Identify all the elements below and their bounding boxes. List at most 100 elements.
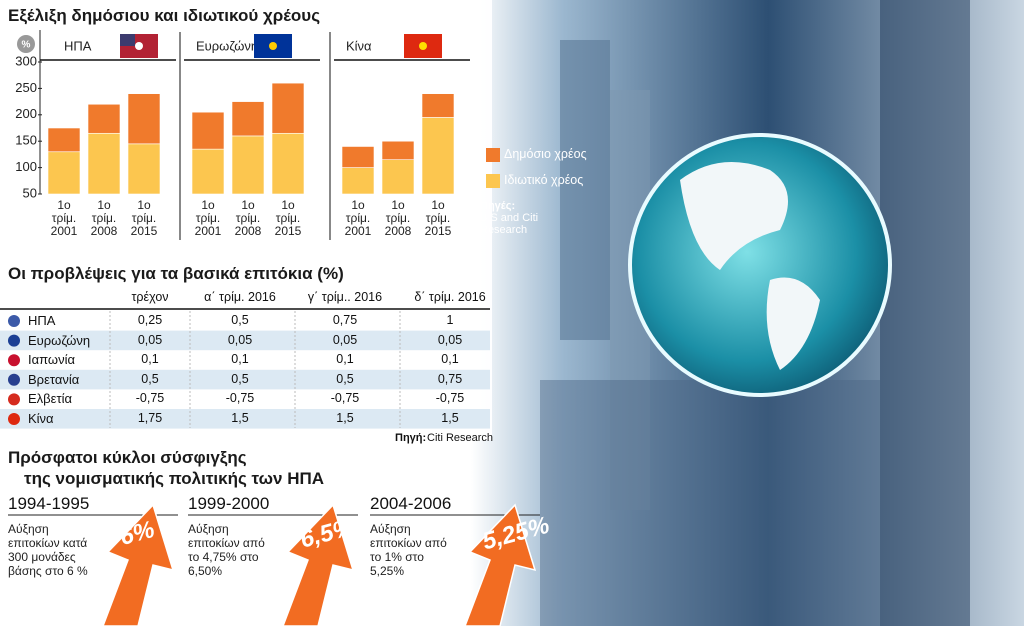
x-tick-label: 1ο τρίμ. 2001	[194, 198, 222, 238]
bar-segment	[421, 93, 455, 118]
x-tick-label: 1ο τρίμ. 2001	[344, 198, 372, 238]
flag-detail	[419, 42, 427, 50]
rate-cell: 0,1	[141, 352, 159, 367]
group-label: Κίνα	[346, 38, 372, 53]
rate-cell: 1,5	[336, 411, 354, 425]
row-band	[0, 369, 490, 390]
hand	[540, 380, 880, 626]
country-flag	[8, 413, 20, 425]
rate-cell: 0,1	[231, 352, 249, 367]
panel	[0, 440, 470, 626]
rate-cell: 1	[446, 313, 454, 327]
country-name: Βρετανία	[28, 371, 80, 387]
table-source: Citi Research	[427, 432, 494, 444]
arrow	[282, 503, 355, 626]
cycle-period: 1999-2000	[188, 494, 270, 513]
continents	[680, 162, 820, 370]
source-label: Πηγές:	[480, 200, 516, 212]
section-title: Πρόσφατοι κύκλοι σύσφιγξης	[8, 448, 247, 467]
flag-detail	[269, 42, 277, 50]
y-tick-label: 100	[15, 159, 37, 174]
bar-segment	[191, 111, 225, 150]
group-label: Ευρωζώνη	[196, 38, 258, 53]
rate-cell: 0,75	[332, 313, 358, 327]
bar-segment	[47, 127, 81, 153]
flag-detail	[120, 34, 135, 46]
y-tick-label: 150	[15, 133, 37, 148]
rate-cell: 0,5	[141, 371, 159, 386]
panel	[0, 0, 492, 440]
country-flag	[8, 334, 20, 347]
x-tick-label: 1ο τρίμ. 2001	[50, 198, 78, 238]
bar-segment	[87, 103, 121, 134]
group-label: ΗΠΑ	[64, 38, 92, 53]
country-flag	[8, 393, 20, 406]
cycle-period: 1994-1995	[8, 494, 90, 513]
bar-segment	[127, 93, 161, 145]
table-title: Οι προβλέψεις για τα βασικά επιτόκια (%)	[8, 264, 344, 283]
rate-cell: 0,5	[336, 371, 354, 386]
cycle-description: Αύξηση επιτοκίων από το 1% στο 5,25%	[370, 522, 447, 578]
country-name: Κίνα	[28, 411, 54, 426]
y-tick-label: 50	[23, 185, 37, 200]
rate-cell: 1,5	[231, 411, 249, 425]
flag-detail	[404, 34, 419, 46]
arrow	[464, 503, 537, 626]
section-title: της νομισματικής πολιτικής των ΗΠΑ	[24, 469, 325, 488]
column-header: α΄ τρίμ. 2016	[204, 290, 276, 304]
x-tick-label: 1ο τρίμ. 2015	[274, 198, 302, 238]
rate-cell: 1,75	[137, 411, 163, 425]
legend-swatch	[486, 174, 500, 188]
y-tick-label: 300	[15, 53, 37, 68]
rate-cell: 1,5	[441, 411, 459, 425]
x-tick-label: 1ο τρίμ. 2008	[90, 198, 118, 238]
cycle-description: Αύξηση επιτοκίων από το 4,75% στο 6,50%	[188, 522, 265, 578]
rate-cell: 0,5	[231, 313, 249, 327]
chart-title: Εξέλιξη δημόσιου και ιδιωτικού χρέους	[8, 6, 321, 25]
bar-segment	[421, 117, 455, 195]
bar-segment	[127, 143, 161, 195]
country-name: Ελβετία	[28, 391, 72, 407]
bar-segment	[381, 140, 415, 160]
flag-detail	[135, 42, 143, 50]
y-tick-label: 250	[15, 80, 37, 95]
x-tick-label: 1ο τρίμ. 2008	[234, 198, 262, 238]
bar-segment	[47, 151, 81, 195]
rate-cell: 0,1	[336, 352, 354, 367]
rate-cell: 0,1	[441, 352, 459, 367]
bar-segment	[231, 101, 265, 137]
column-header: τρέχον	[131, 290, 169, 304]
x-tick-label: 1ο τρίμ. 2015	[424, 198, 452, 238]
table-source-label: Πηγή:	[395, 432, 427, 444]
bar-segment	[87, 132, 121, 195]
country-flag	[8, 354, 20, 367]
rate-cell: 0,05	[332, 332, 358, 347]
rate-cell: 0,75	[437, 371, 463, 386]
rate-cell: 0,05	[437, 332, 463, 347]
unit-badge	[17, 35, 35, 53]
source: BIS and Citi Research	[480, 212, 539, 236]
rate-cell: 0,05	[137, 332, 163, 347]
bar-segment	[271, 82, 305, 134]
y-unit: %	[22, 40, 31, 51]
column-header: γ΄ τρίμ.. 2016	[307, 290, 383, 304]
bar-segment	[381, 159, 415, 195]
building	[560, 40, 610, 340]
legend-swatch	[486, 148, 500, 162]
legend-label: Δημόσιο χρέος	[504, 147, 587, 161]
row-band	[0, 330, 490, 351]
rate-cell: -0,75	[135, 391, 165, 406]
bar-segment	[191, 148, 225, 195]
bar-segment	[231, 135, 265, 195]
flag-detail	[254, 34, 269, 46]
y-tick-label: 200	[15, 106, 37, 121]
rate-cell: 0,25	[137, 313, 163, 327]
building	[880, 0, 970, 626]
column-header: δ΄ τρίμ. 2016	[414, 290, 486, 304]
arrow	[102, 503, 175, 626]
country-name: ΗΠΑ	[28, 313, 56, 328]
country-flag	[8, 373, 20, 386]
